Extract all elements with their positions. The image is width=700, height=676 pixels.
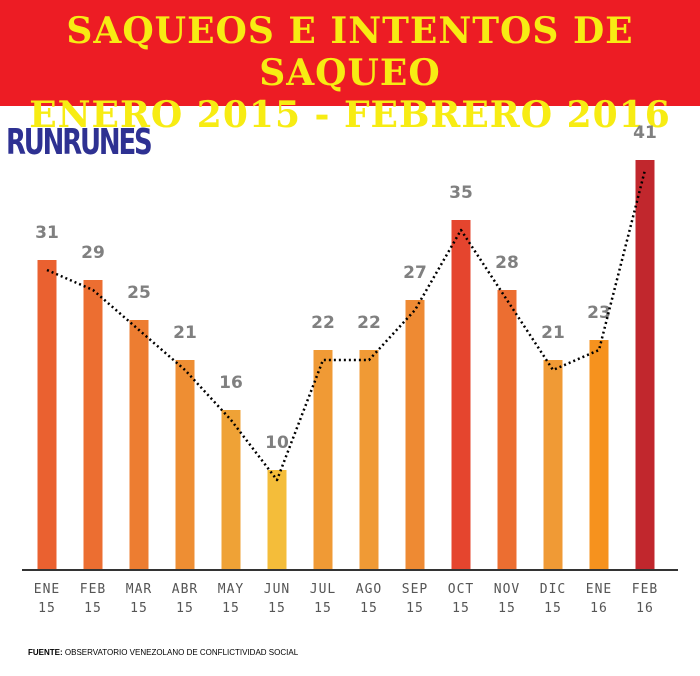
bar [221, 410, 241, 570]
x-tick-label: 15 [498, 601, 516, 616]
source-label: FUENTE: [28, 648, 63, 657]
bar [635, 160, 655, 570]
bar [589, 340, 609, 570]
x-tick-label: 15 [452, 601, 470, 616]
data-label: 31 [35, 223, 59, 243]
x-tick-label: 15 [176, 601, 194, 616]
x-tick-label: 15 [38, 601, 56, 616]
data-label: 23 [587, 303, 611, 323]
bar [175, 360, 195, 570]
bar [451, 220, 471, 570]
data-label: 21 [541, 323, 565, 343]
data-label: 41 [633, 123, 657, 143]
bar [83, 280, 103, 570]
bar [313, 350, 333, 570]
bar [37, 260, 57, 570]
chart-title-line2: ENERO 2015 - FEBRERO 2016 [29, 94, 671, 136]
data-label: 35 [449, 183, 473, 203]
x-tick-label: MAR [126, 582, 152, 597]
x-tick-label: 15 [268, 601, 286, 616]
x-tick-label: NOV [494, 582, 520, 597]
data-label: 22 [357, 313, 381, 333]
x-tick-label: DIC [540, 582, 566, 597]
data-label: 16 [219, 373, 243, 393]
bar [497, 290, 517, 570]
x-tick-label: 16 [590, 601, 608, 616]
bar [129, 320, 149, 570]
data-label: 28 [495, 253, 519, 273]
data-label: 21 [173, 323, 197, 343]
data-label: 10 [265, 433, 289, 453]
source-text: OBSERVATORIO VENEZOLANO DE CONFLICTIVIDA… [64, 648, 299, 657]
x-tick-label: AGO [356, 582, 382, 597]
bar [543, 360, 563, 570]
bar [405, 300, 425, 570]
bar-chart: 31 ENE 15 29 FEB 15 25 MAR 15 21 ABR 15 16 MAY 15 10 JUN… [22, 123, 678, 616]
x-tick-label: 15 [84, 601, 102, 616]
chart-title-line1: SAQUEOS E INTENTOS DE SAQUEO [66, 10, 634, 94]
x-tick-label: 15 [222, 601, 240, 616]
bar [267, 470, 287, 570]
x-tick-label: FEB [80, 582, 106, 597]
x-tick-label: ENE [586, 582, 612, 597]
data-label: 25 [127, 283, 151, 303]
x-tick-label: 15 [314, 601, 332, 616]
runrunes-logo: RUNRUNES [6, 122, 153, 163]
x-tick-label: 15 [544, 601, 562, 616]
data-label: 29 [81, 243, 105, 263]
x-tick-label: 15 [130, 601, 148, 616]
x-tick-label: MAY [218, 582, 244, 597]
x-tick-label: OCT [448, 582, 474, 597]
x-tick-label: ABR [172, 582, 198, 597]
data-label: 22 [311, 313, 335, 333]
title-banner: SAQUEOS E INTENTOS DE SAQUEO ENERO 2015 … [0, 0, 700, 136]
source-note: FUENTE: OBSERVATORIO VENEZOLANO DE CONFL… [28, 648, 298, 657]
x-tick-label: FEB [632, 582, 658, 597]
x-tick-label: 15 [360, 601, 378, 616]
x-tick-label: JUN [264, 582, 290, 597]
bar [359, 350, 379, 570]
x-tick-label: 15 [406, 601, 424, 616]
data-label: 27 [403, 263, 427, 283]
x-tick-label: ENE [34, 582, 60, 597]
x-tick-label: JUL [310, 582, 336, 597]
x-tick-label: SEP [402, 582, 428, 597]
trend-line [46, 169, 647, 482]
x-tick-label: 16 [636, 601, 654, 616]
